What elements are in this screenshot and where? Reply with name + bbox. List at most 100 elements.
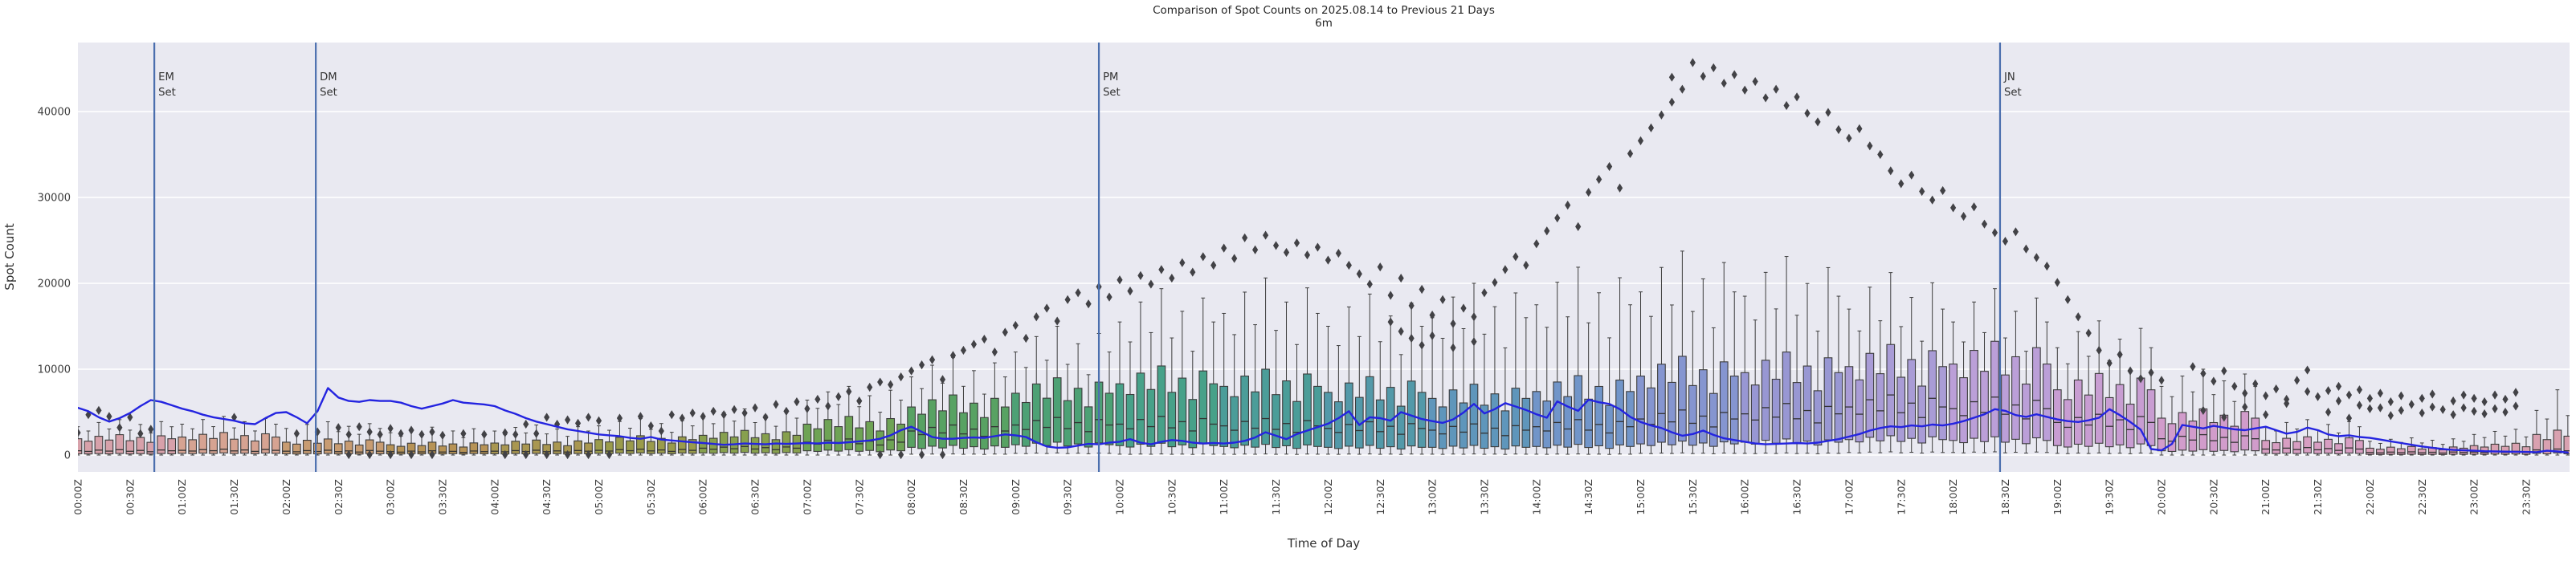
outlier-diamond	[2043, 262, 2050, 271]
boxplot-6min	[1375, 341, 1385, 455]
outlier-diamond	[2387, 397, 2394, 407]
outlier-diamond	[700, 412, 706, 421]
outlier-diamond	[502, 449, 508, 460]
outlier-diamond	[877, 377, 884, 387]
outlier-diamond	[533, 429, 540, 438]
outlier-diamond	[1981, 219, 1988, 229]
outlier-diamond	[2002, 236, 2009, 246]
outlier-diamond	[366, 427, 373, 437]
iqr-box	[719, 432, 729, 453]
boxplot-6min	[2011, 311, 2020, 453]
boxplot-6min	[1073, 343, 1083, 454]
iqr-box	[1073, 388, 1083, 445]
outlier-diamond	[231, 413, 238, 422]
y-gridlines	[78, 111, 2570, 456]
outlier-diamond	[2273, 384, 2280, 394]
outlier-diamond	[2054, 278, 2060, 287]
boxplot-6min	[1104, 352, 1114, 454]
boxplot-6min	[1459, 327, 1468, 455]
boxplot-6min	[1678, 250, 1687, 453]
outlier-diamond	[2221, 366, 2227, 376]
iqr-box	[78, 438, 83, 454]
boxplot-6min	[448, 430, 458, 456]
outlier-diamond	[554, 419, 561, 429]
outlier-diamond	[2096, 345, 2102, 356]
boxplot-6min	[1907, 297, 1917, 453]
iqr-box	[647, 441, 655, 454]
outlier-diamond	[2221, 413, 2227, 422]
outlier-diamond	[1668, 97, 1676, 107]
iqr-box	[1459, 402, 1468, 449]
iqr-box	[2282, 437, 2291, 454]
outlier-diamond	[835, 392, 842, 401]
iqr-box	[1647, 387, 1655, 446]
boxplot-6min	[1896, 326, 1906, 453]
iqr-box	[1198, 370, 1208, 445]
outlier-diamond	[1909, 170, 1915, 180]
outlier-diamond	[1471, 337, 1477, 347]
outlier-diamond	[1012, 320, 1019, 331]
event-label-dm: DM	[320, 71, 337, 83]
boxplot-6min	[167, 426, 177, 456]
boxplot-6min	[2553, 389, 2562, 456]
iqr-box	[480, 444, 489, 454]
outlier-diamond	[960, 345, 967, 356]
iqr-box	[1990, 340, 1999, 437]
outlier-diamond	[616, 413, 623, 423]
iqr-box	[553, 441, 561, 454]
iqr-box	[323, 438, 333, 454]
x-tick-label: 14:00Z	[1530, 479, 1542, 515]
outlier-diamond	[1637, 136, 1644, 145]
boxplot-6min	[459, 437, 468, 456]
boxplot-6min	[1480, 333, 1489, 455]
boxplot-6min	[375, 428, 385, 456]
iqr-box	[1761, 360, 1770, 441]
outlier-diamond	[1940, 185, 1946, 196]
iqr-box	[167, 438, 177, 454]
x-tick-label: 17:00Z	[1843, 479, 1855, 515]
plot-background	[78, 43, 2570, 472]
outlier-diamond	[2481, 409, 2488, 419]
iqr-box	[2417, 448, 2427, 455]
iqr-box	[2490, 443, 2500, 455]
iqr-box	[2073, 379, 2083, 445]
outlier-diamond	[1502, 265, 1508, 274]
boxplot-6min	[2407, 437, 2416, 456]
outlier-diamond	[918, 449, 925, 460]
iqr-box	[2324, 438, 2333, 454]
boxplot-6min	[323, 421, 333, 456]
iqr-box	[438, 445, 447, 455]
outlier-diamond	[825, 401, 831, 411]
outlier-diamond	[585, 449, 592, 460]
outlier-diamond	[1377, 262, 1383, 272]
outlier-diamond	[595, 416, 602, 425]
outlier-diamond	[1752, 76, 1758, 87]
iqr-box	[1688, 384, 1697, 446]
iqr-box	[2230, 425, 2239, 453]
x-tick-label: 18:30Z	[1999, 479, 2011, 515]
iqr-box	[1438, 406, 1447, 449]
outlier-diamond	[689, 408, 696, 418]
outlier-diamond	[512, 429, 519, 439]
boxplot-6min	[1178, 311, 1187, 455]
boxplot-6min	[1823, 266, 1833, 453]
x-axis-label: Time of Day	[1287, 536, 1360, 551]
outlier-diamond	[1117, 275, 1123, 285]
boxplot-6min	[667, 432, 676, 456]
outlier-diamond	[1991, 228, 1998, 238]
boxplot-6min	[1626, 304, 1635, 455]
boxplot-6min	[2188, 391, 2198, 456]
boxplot-6min	[282, 428, 291, 456]
outlier-diamond	[741, 408, 748, 418]
outlier-diamond	[929, 355, 936, 364]
iqr-box	[292, 443, 301, 455]
boxplot-6min	[2251, 385, 2260, 456]
boxplot-6min	[1396, 354, 1406, 455]
outlier-diamond	[1293, 238, 1300, 248]
iqr-box	[1511, 388, 1521, 447]
outlier-diamond	[2335, 396, 2342, 406]
outlier-diamond	[335, 423, 341, 433]
boxplot-6min	[490, 430, 500, 456]
x-tick-label: 16:00Z	[1739, 479, 1751, 515]
